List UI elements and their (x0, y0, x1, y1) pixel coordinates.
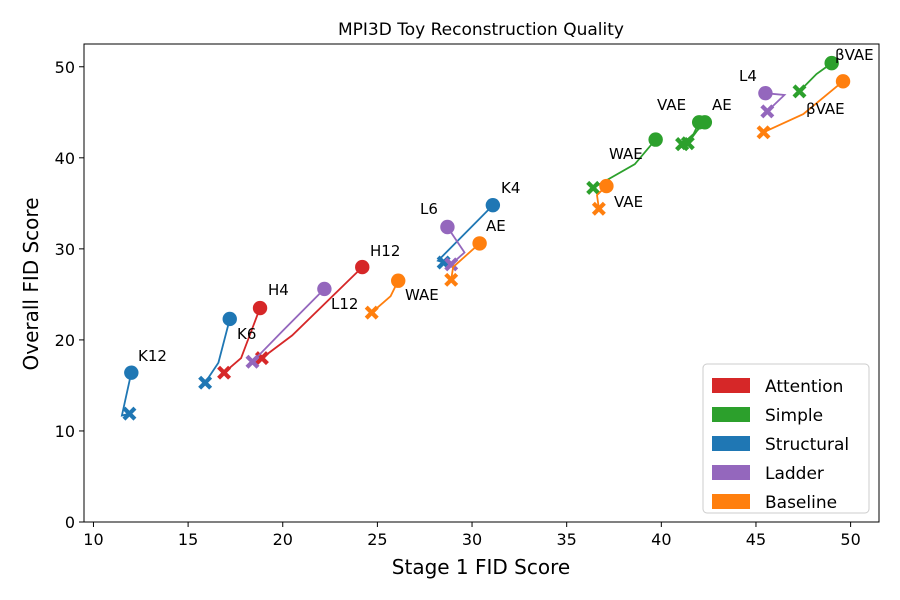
circle-marker (222, 311, 237, 327)
y-axis: 0 10 20 30 40 50 (55, 58, 84, 532)
legend: Attention Simple Structural Ladder Baseline (702, 363, 870, 514)
x-marker (254, 351, 269, 366)
series-attention (217, 259, 370, 380)
legend-swatch (712, 436, 750, 451)
legend-label: Simple (765, 406, 823, 426)
point-annotation: K12 (138, 347, 167, 365)
x-marker (756, 125, 771, 140)
circle-marker (440, 219, 455, 235)
point-annotation: WAE (405, 286, 439, 304)
point-annotation: VAE (614, 193, 643, 211)
circle-marker (252, 300, 268, 316)
x-marker (586, 180, 601, 195)
x-axis-label: Stage 1 FID Score (392, 555, 570, 579)
x-tick-label: 50 (840, 530, 860, 549)
circle-marker (472, 236, 487, 251)
point-annotation: AE (486, 217, 506, 235)
series-line (763, 80, 844, 134)
point-annotation: H4 (268, 281, 289, 299)
x-marker (760, 104, 775, 119)
circle-marker (824, 55, 839, 71)
x-marker (675, 137, 690, 152)
point-annotation: K4 (501, 179, 520, 197)
y-tick-label: 0 (65, 513, 75, 532)
legend-label: Ladder (765, 464, 824, 484)
x-tick-label: 45 (746, 530, 766, 549)
y-tick-label: 50 (55, 58, 75, 77)
circle-marker (355, 259, 370, 275)
circle-marker (391, 273, 406, 288)
point-annotation: WAE (609, 145, 643, 163)
x-tick-label: 40 (651, 530, 671, 549)
legend-swatch (712, 378, 750, 393)
circle-marker (485, 197, 501, 213)
point-annotation: βVAE (835, 46, 874, 64)
x-tick-label: 10 (83, 530, 103, 549)
series-line (251, 288, 326, 363)
x-marker (591, 201, 606, 216)
x-tick-label: 35 (556, 530, 576, 549)
point-annotation: βVAE (806, 100, 845, 118)
circle-marker (124, 365, 139, 380)
y-tick-label: 10 (55, 422, 75, 441)
series-baseline (364, 74, 851, 320)
legend-label: Baseline (765, 493, 837, 513)
x-marker (444, 257, 459, 272)
series-simple (586, 55, 839, 195)
circle-marker (317, 281, 332, 297)
circle-marker (835, 74, 851, 89)
x-marker (792, 84, 807, 99)
x-marker (217, 365, 232, 380)
legend-label: Structural (765, 435, 849, 455)
legend-swatch (712, 407, 750, 422)
circle-marker (758, 85, 773, 101)
series-line (204, 318, 231, 384)
point-annotation: L12 (331, 295, 358, 313)
x-marker (444, 272, 459, 287)
legend-swatch (712, 494, 750, 509)
y-tick-label: 20 (55, 331, 75, 350)
x-tick-label: 30 (462, 530, 482, 549)
point-annotation: AE (712, 96, 732, 114)
x-marker (122, 406, 137, 421)
x-marker (198, 375, 213, 390)
series-structural (120, 197, 501, 421)
chart-title: MPI3D Toy Reconstruction Quality (338, 20, 624, 40)
x-tick-label: 15 (178, 530, 198, 549)
x-axis: 10 15 20 25 30 35 40 45 50 (83, 522, 861, 549)
series-line (261, 266, 363, 359)
y-tick-label: 40 (55, 149, 75, 168)
plot-frame (83, 43, 880, 523)
circle-marker (599, 178, 614, 194)
circle-marker (691, 115, 707, 130)
plot-area: βVAE βVAE L4 VAE AE WAE VAE K4 L6 AE H12 WAE L12 H4 K6… (83, 43, 880, 523)
point-annotation: L6 (420, 200, 438, 218)
y-axis-label: Overall FID Score (19, 197, 43, 370)
x-marker (245, 354, 260, 369)
circle-marker (648, 132, 663, 147)
point-annotation: K6 (237, 325, 256, 343)
x-marker (364, 305, 379, 320)
series-ladder (245, 85, 787, 369)
legend-swatch (712, 465, 750, 480)
point-annotation: H12 (370, 242, 400, 260)
y-tick-label: 30 (55, 240, 75, 259)
point-annotation: VAE (657, 96, 686, 114)
legend-label: Attention (765, 377, 843, 397)
series-line (450, 242, 481, 280)
x-tick-label: 20 (273, 530, 293, 549)
x-tick-label: 25 (367, 530, 387, 549)
point-annotation: L4 (739, 67, 757, 85)
